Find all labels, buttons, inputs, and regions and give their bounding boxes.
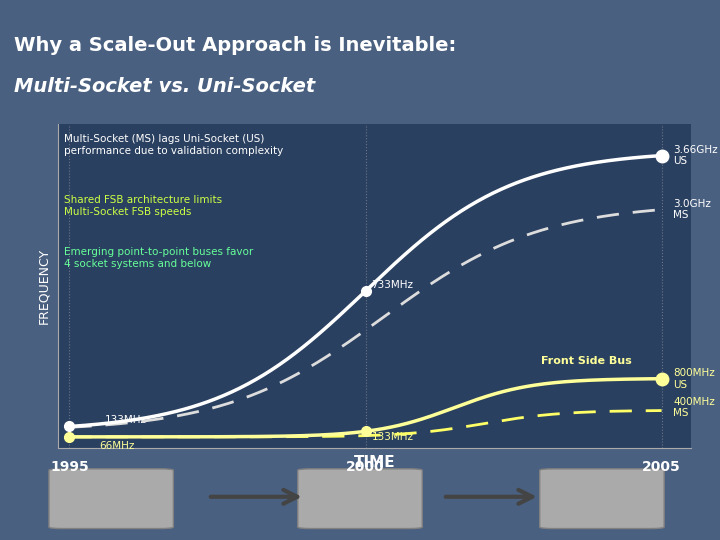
- Text: 400MHz
MS: 400MHz MS: [673, 397, 715, 418]
- FancyBboxPatch shape: [540, 469, 664, 529]
- Text: Front Side Bus: Front Side Bus: [541, 355, 632, 366]
- Text: Multi-Socket (MS) lags Uni-Socket (US)
performance due to validation complexity: Multi-Socket (MS) lags Uni-Socket (US) p…: [64, 134, 283, 156]
- Text: 133MHz: 133MHz: [105, 415, 147, 426]
- Text: Shared FSB architecture limits
Multi-Socket FSB speeds: Shared FSB architecture limits Multi-Soc…: [64, 195, 222, 217]
- Y-axis label: FREQUENCY: FREQUENCY: [37, 248, 50, 324]
- Text: 733MHz: 733MHz: [372, 280, 413, 290]
- FancyBboxPatch shape: [298, 469, 422, 529]
- Text: 1995: 1995: [50, 460, 89, 474]
- Text: Multi-Socket vs. Uni-Socket: Multi-Socket vs. Uni-Socket: [14, 77, 315, 96]
- Text: 3.0GHz
MS: 3.0GHz MS: [673, 199, 711, 220]
- Text: 2005: 2005: [642, 460, 681, 474]
- Text: 66MHz: 66MHz: [99, 441, 135, 451]
- Text: 2000: 2000: [346, 460, 384, 474]
- Text: Why a Scale-Out Approach is Inevitable:: Why a Scale-Out Approach is Inevitable:: [14, 36, 456, 55]
- Text: Emerging point-to-point buses favor
4 socket systems and below: Emerging point-to-point buses favor 4 so…: [64, 247, 253, 269]
- Text: 133MHz: 133MHz: [372, 433, 413, 442]
- Text: 800MHz
US: 800MHz US: [673, 368, 715, 389]
- FancyBboxPatch shape: [49, 469, 174, 529]
- Text: 3.66GHz
US: 3.66GHz US: [673, 145, 718, 166]
- X-axis label: TIME: TIME: [354, 455, 395, 470]
